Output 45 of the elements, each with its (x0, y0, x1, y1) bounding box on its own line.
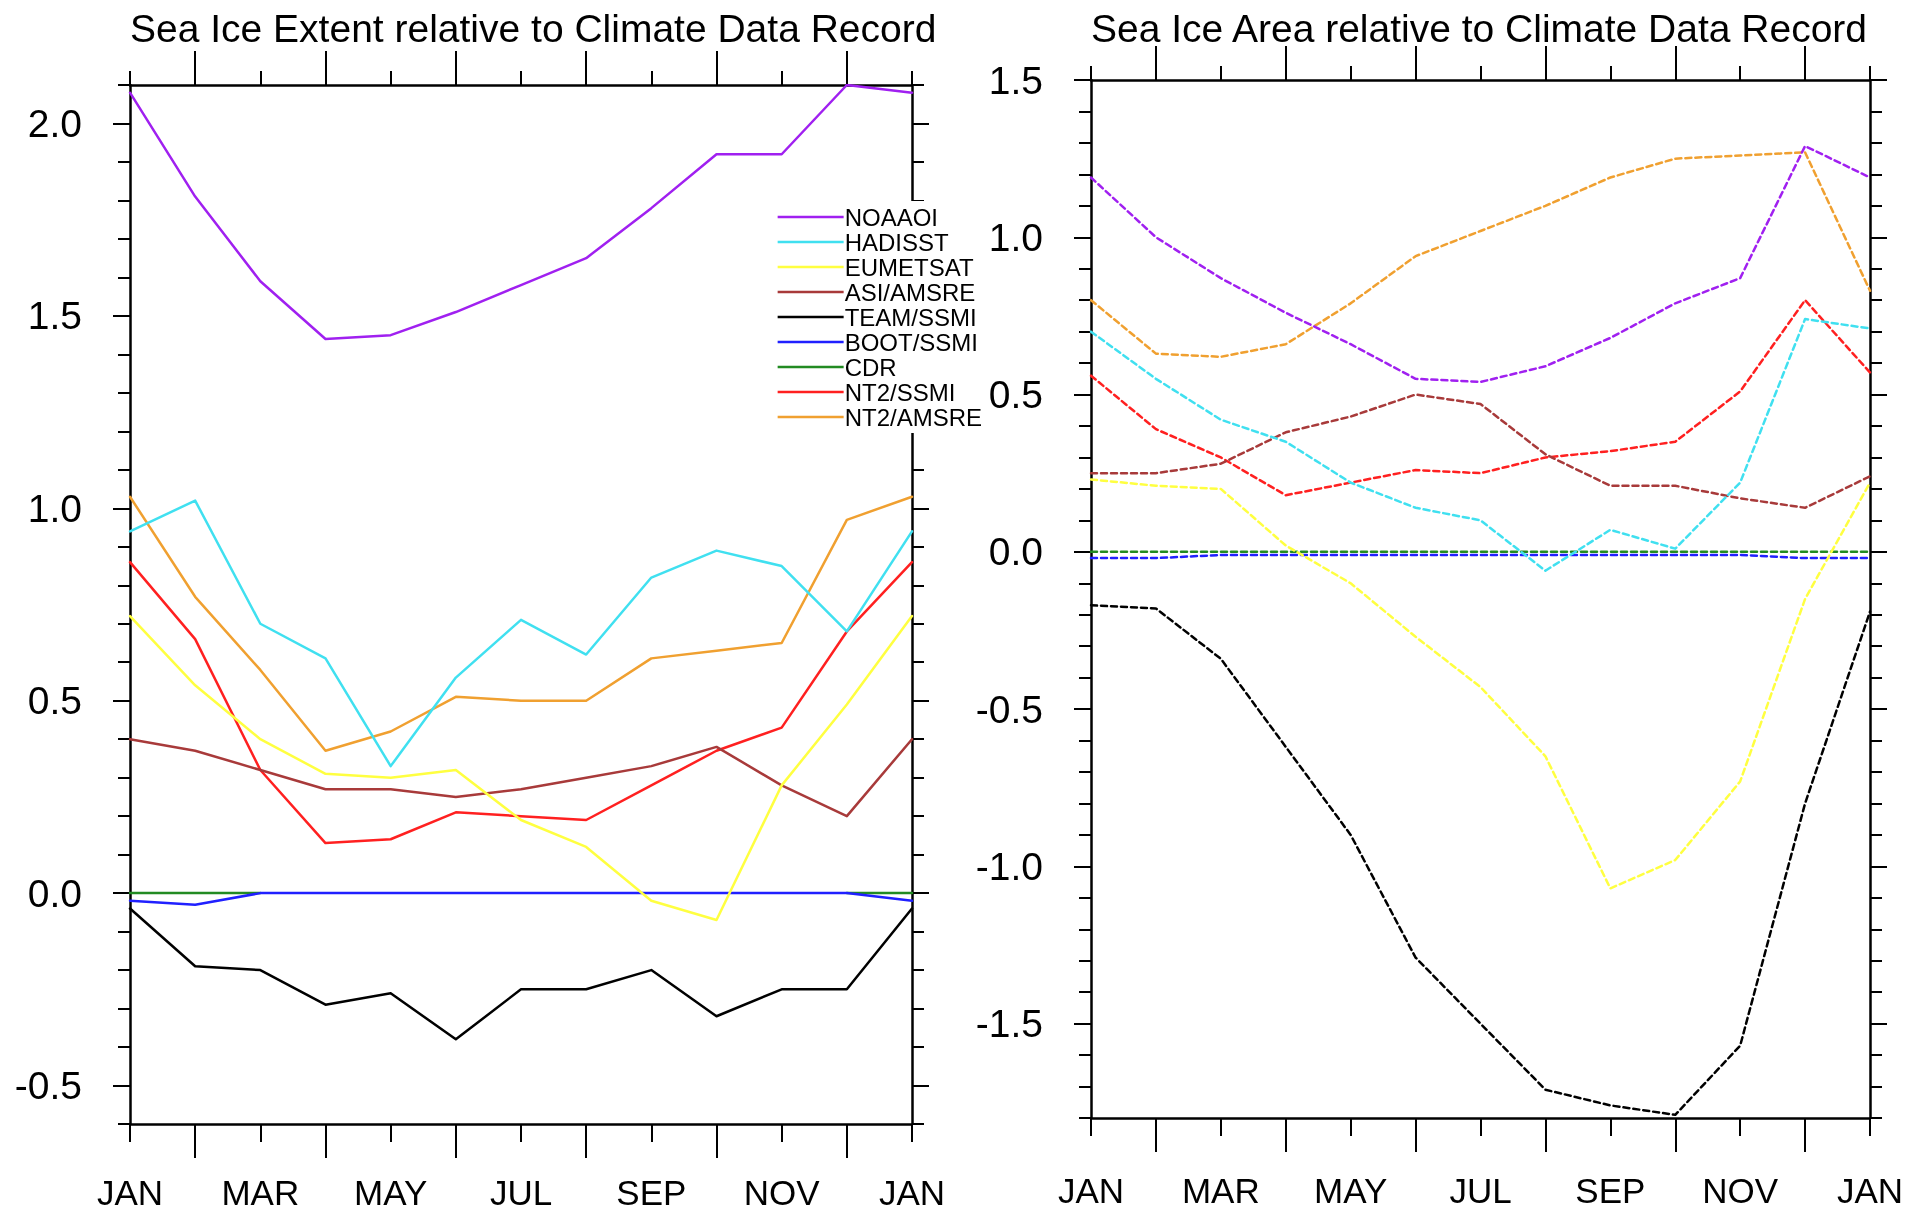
y-tick-label: 0.5 (988, 373, 1043, 417)
y-tick-label: -0.5 (975, 687, 1043, 731)
x-tick-label: JUL (1449, 1171, 1512, 1210)
line-series (1089, 393, 1872, 510)
legend-label: NT2/SSMI (844, 378, 956, 406)
x-tick-label: MAY (1314, 1171, 1388, 1210)
y-tick-label: -1.0 (975, 844, 1043, 888)
legend-label: EUMETSAT (844, 253, 974, 281)
y-tick-label: 0.0 (27, 871, 82, 915)
x-tick-label: JAN (96, 1173, 164, 1211)
chart-title: Sea Ice Area relative to Climate Data Record (1091, 7, 1868, 50)
x-tick-label: MAY (354, 1173, 428, 1211)
y-tick-label: 1.0 (988, 215, 1043, 259)
line-series (1089, 317, 1872, 572)
legend-label: TEAM/SSMI (844, 303, 977, 331)
line-series (128, 737, 914, 818)
y-tick-label: 0.5 (27, 679, 82, 723)
y-tick-label: 1.5 (988, 58, 1043, 102)
x-tick-label: SEP (616, 1173, 687, 1211)
x-tick-label: NOV (1702, 1171, 1779, 1210)
legend-label: BOOT/SSMI (844, 328, 978, 356)
x-tick-label: JUL (489, 1173, 553, 1211)
y-tick-label: 1.5 (27, 294, 82, 338)
line-series (1089, 298, 1872, 497)
x-tick-label: JAN (1836, 1171, 1904, 1210)
chart-title: Sea Ice Extent relative to Climate Data Record (130, 7, 937, 50)
x-tick-label: JAN (878, 1173, 946, 1211)
legend-label: NT2/AMSRE (844, 403, 982, 431)
line-series (128, 560, 914, 845)
x-tick-label: SEP (1575, 1171, 1646, 1210)
x-tick-label: NOV (743, 1173, 821, 1211)
legend-label: ASI/AMSRE (844, 278, 976, 306)
y-tick-label: 0.0 (988, 530, 1043, 574)
legend-label: CDR (844, 353, 897, 381)
y-tick-label: 1.0 (27, 486, 82, 530)
legend-label: NOAAOI (844, 203, 938, 231)
legend-label: HADISST (844, 228, 949, 256)
x-tick-label: MAR (1181, 1171, 1260, 1210)
x-tick-label: MAR (221, 1173, 300, 1211)
line-series (128, 614, 914, 922)
y-tick-label: -1.5 (975, 1002, 1043, 1046)
y-tick-label: -0.5 (14, 1064, 82, 1108)
y-tick-label: 2.0 (27, 101, 82, 145)
line-series (1089, 478, 1872, 890)
x-tick-label: JAN (1057, 1171, 1125, 1210)
